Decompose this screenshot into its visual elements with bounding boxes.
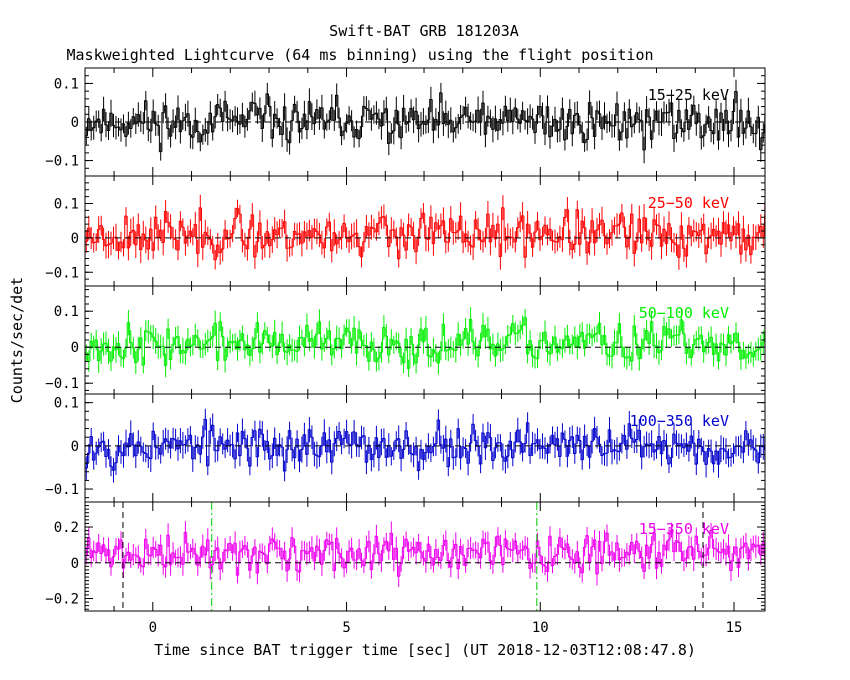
y-tick-label: 0.1 (54, 396, 79, 412)
lightcurve-series (85, 79, 766, 164)
panel-25-50-kev: 0.1 0 −0.1 25−50 keV (45, 175, 766, 287)
band-label: 25−50 keV (648, 194, 729, 212)
y-tick-label: 0 (71, 439, 79, 455)
y-tick-label: −0.1 (45, 265, 79, 281)
y-axis-label: Counts/sec/det (8, 277, 26, 403)
chart-title: Swift-BAT GRB 181203A (329, 22, 519, 40)
lightcurve-series (85, 307, 766, 378)
y-tick-label: −0.1 (45, 154, 79, 170)
y-tick-label: −0.2 (45, 591, 79, 607)
lightcurve-series (85, 194, 766, 270)
x-tick-label: 5 (342, 620, 350, 636)
y-tick-label: 0.2 (54, 520, 79, 536)
band-label: 100−350 keV (630, 412, 729, 430)
band-label: 50−100 keV (639, 304, 729, 322)
panel-frame (84, 501, 766, 612)
x-tick-label: 15 (726, 620, 743, 636)
y-tick-label: 0 (71, 231, 79, 247)
panel-15-350-kev: 0.2 0 −0.2 15−350 keV (45, 501, 766, 612)
panel-50-100-kev: 0.1 0 −0.1 50−100 keV (45, 285, 766, 395)
x-axis-label: Time since BAT trigger time [sec] (UT 20… (154, 641, 696, 659)
y-tick-label: −0.1 (45, 376, 79, 392)
x-tick-label: 10 (532, 620, 549, 636)
x-tick-label: 0 (149, 620, 157, 636)
y-tick-label: −0.1 (45, 482, 79, 498)
panels-group: 0.1 0 −0.1 15−25 keV 0.1 0 −0.1 25−50 keV 0.1 0 −0… (45, 67, 766, 636)
y-tick-label: 0.1 (54, 76, 79, 92)
y-tick-label: 0 (71, 556, 79, 572)
y-tick-label: 0.1 (54, 197, 79, 213)
chart-subtitle: Maskweighted Lightcurve (64 ms binning) … (67, 46, 654, 64)
band-label: 15−25 keV (648, 86, 729, 104)
y-tick-label: 0 (71, 340, 79, 356)
band-label: 15−350 keV (639, 520, 729, 538)
y-tick-label: 0 (71, 115, 79, 131)
panel-15-25-kev: 0.1 0 −0.1 15−25 keV (45, 67, 766, 177)
panel-100-350-kev: 0.1 0 −0.1 100−350 keV (45, 393, 766, 503)
y-tick-label: 0.1 (54, 304, 79, 320)
